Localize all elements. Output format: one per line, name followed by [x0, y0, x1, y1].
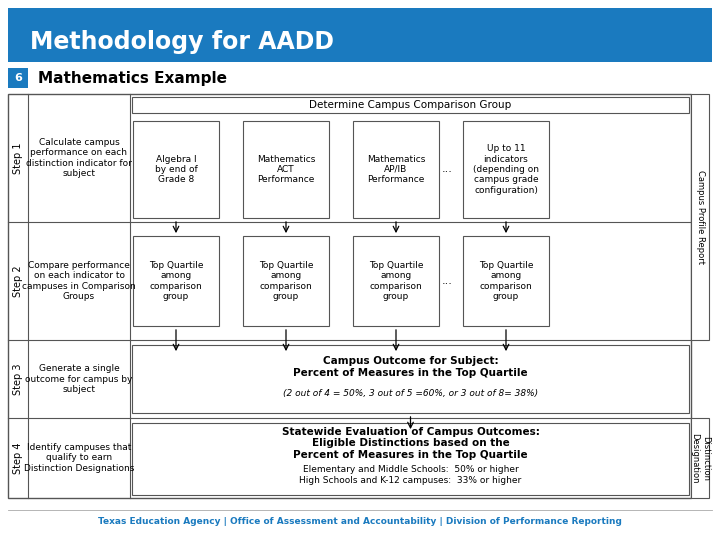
Text: ...: ... [441, 276, 452, 286]
Text: (2 out of 4 = 50%, 3 out of 5 =60%, or 3 out of 8= 38%): (2 out of 4 = 50%, 3 out of 5 =60%, or 3… [283, 389, 538, 399]
Bar [133, 121, 219, 218]
Text: Calculate campus
performance on each
distinction indicator for
subject: Calculate campus performance on each dis… [26, 138, 132, 178]
Text: Mathematics
AP/IB
Performance: Mathematics AP/IB Performance [366, 154, 426, 184]
Text: Determine Campus Comparison Group: Determine Campus Comparison Group [310, 100, 512, 110]
Text: Elementary and Middle Schools:  50% or higher: Elementary and Middle Schools: 50% or hi… [302, 465, 518, 474]
Text: Identify campuses that
qualify to earn
Distinction Designations: Identify campuses that qualify to earn D… [24, 443, 134, 473]
Text: Step 3: Step 3 [13, 363, 23, 395]
Text: Campus Outcome for Subject:
Percent of Measures in the Top Quartile: Campus Outcome for Subject: Percent of M… [293, 356, 528, 377]
Text: Top Quartile
among
comparison
group: Top Quartile among comparison group [258, 261, 313, 301]
Bar [132, 423, 689, 495]
Text: High Schools and K-12 campuses:  33% or higher: High Schools and K-12 campuses: 33% or h… [300, 476, 521, 485]
Bar [133, 236, 219, 326]
Text: Methodology for AADD: Methodology for AADD [30, 30, 334, 54]
Text: Distinction
Designation: Distinction Designation [690, 433, 710, 483]
Text: Step 4: Step 4 [13, 442, 23, 474]
Text: 6: 6 [14, 73, 22, 83]
Text: Compare performance
on each indicator to
campuses in Comparison
Groups: Compare performance on each indicator to… [22, 261, 136, 301]
Bar [463, 236, 549, 326]
Text: ...: ... [441, 165, 452, 174]
Bar [691, 94, 709, 340]
Text: Step 2: Step 2 [13, 265, 23, 297]
Bar [243, 236, 329, 326]
Text: Top Quartile
among
comparison
group: Top Quartile among comparison group [369, 261, 423, 301]
Text: Top Quartile
among
comparison
group: Top Quartile among comparison group [149, 261, 203, 301]
Bar [353, 236, 439, 326]
Text: Texas Education Agency | Office of Assessment and Accountability | Division of P: Texas Education Agency | Office of Asses… [98, 517, 622, 526]
Text: Mathematics Example: Mathematics Example [38, 71, 227, 86]
Text: Step 1: Step 1 [13, 142, 23, 174]
Text: Top Quartile
among
comparison
group: Top Quartile among comparison group [479, 261, 534, 301]
Bar [243, 121, 329, 218]
Bar [691, 418, 709, 498]
Bar [463, 121, 549, 218]
Bar [8, 94, 691, 498]
Bar [353, 121, 439, 218]
Text: Campus Profile Report: Campus Profile Report [696, 170, 704, 264]
Text: Statewide Evaluation of Campus Outcomes:
Eligible Distinctions based on the
Perc: Statewide Evaluation of Campus Outcomes:… [282, 427, 539, 460]
Text: Mathematics
ACT
Performance: Mathematics ACT Performance [257, 154, 315, 184]
Text: Up to 11
indicators
(depending on
campus grade
configuration): Up to 11 indicators (depending on campus… [473, 144, 539, 195]
Bar [132, 97, 689, 113]
Bar [8, 8, 712, 62]
Bar [132, 345, 689, 413]
Text: Algebra I
by end of
Grade 8: Algebra I by end of Grade 8 [155, 154, 197, 184]
Text: Generate a single
outcome for campus by
subject: Generate a single outcome for campus by … [25, 364, 132, 394]
Bar [8, 68, 28, 88]
